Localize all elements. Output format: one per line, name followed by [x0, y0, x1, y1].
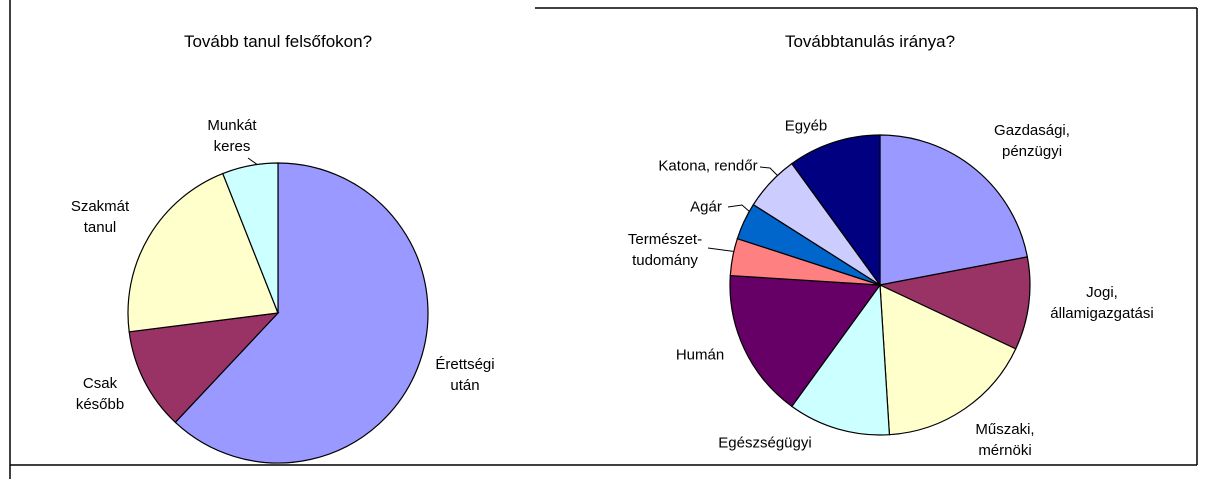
- pie-slice: [879, 134, 1029, 286]
- slice-label: Agár: [690, 198, 722, 216]
- slice-label: Természet- tudomány: [627, 231, 703, 269]
- pie-slice: [879, 284, 1017, 436]
- slice-label: Műszaki, mérnöki: [975, 421, 1035, 459]
- slice-label: Jogi, államigazgatási: [1050, 284, 1154, 322]
- slice-label: Egyéb: [784, 117, 828, 135]
- chart-title: Továbbtanulás iránya?: [784, 32, 956, 51]
- slice-label: Katona, rendőr: [658, 157, 758, 175]
- chart-title: Tovább tanul felsőfokon?: [183, 32, 373, 51]
- slice-label: Szakmát tanul: [70, 198, 130, 236]
- pie-slice: [128, 312, 280, 424]
- leader: [707, 247, 739, 253]
- pie-slice: [729, 274, 882, 408]
- slice-label: Munkát keres: [207, 117, 257, 155]
- pie-slice: [790, 134, 881, 287]
- pie-slice: [790, 283, 891, 436]
- pie-slice: [878, 256, 1031, 350]
- slice-label: Gazdasági, pénzügyi: [994, 122, 1070, 160]
- slice-label: Egészségügyi: [718, 434, 812, 452]
- leader: [727, 204, 751, 213]
- slice-label: Humán: [675, 346, 725, 364]
- pie-slice: [127, 172, 279, 333]
- slice-label: Csak később: [75, 375, 125, 413]
- leader: [759, 166, 779, 177]
- slice-label: Érettségi után: [435, 356, 495, 394]
- pie-slice: [174, 162, 429, 464]
- pie-slice: [222, 162, 279, 314]
- leaders: [247, 157, 779, 253]
- frame: [9, 0, 1198, 479]
